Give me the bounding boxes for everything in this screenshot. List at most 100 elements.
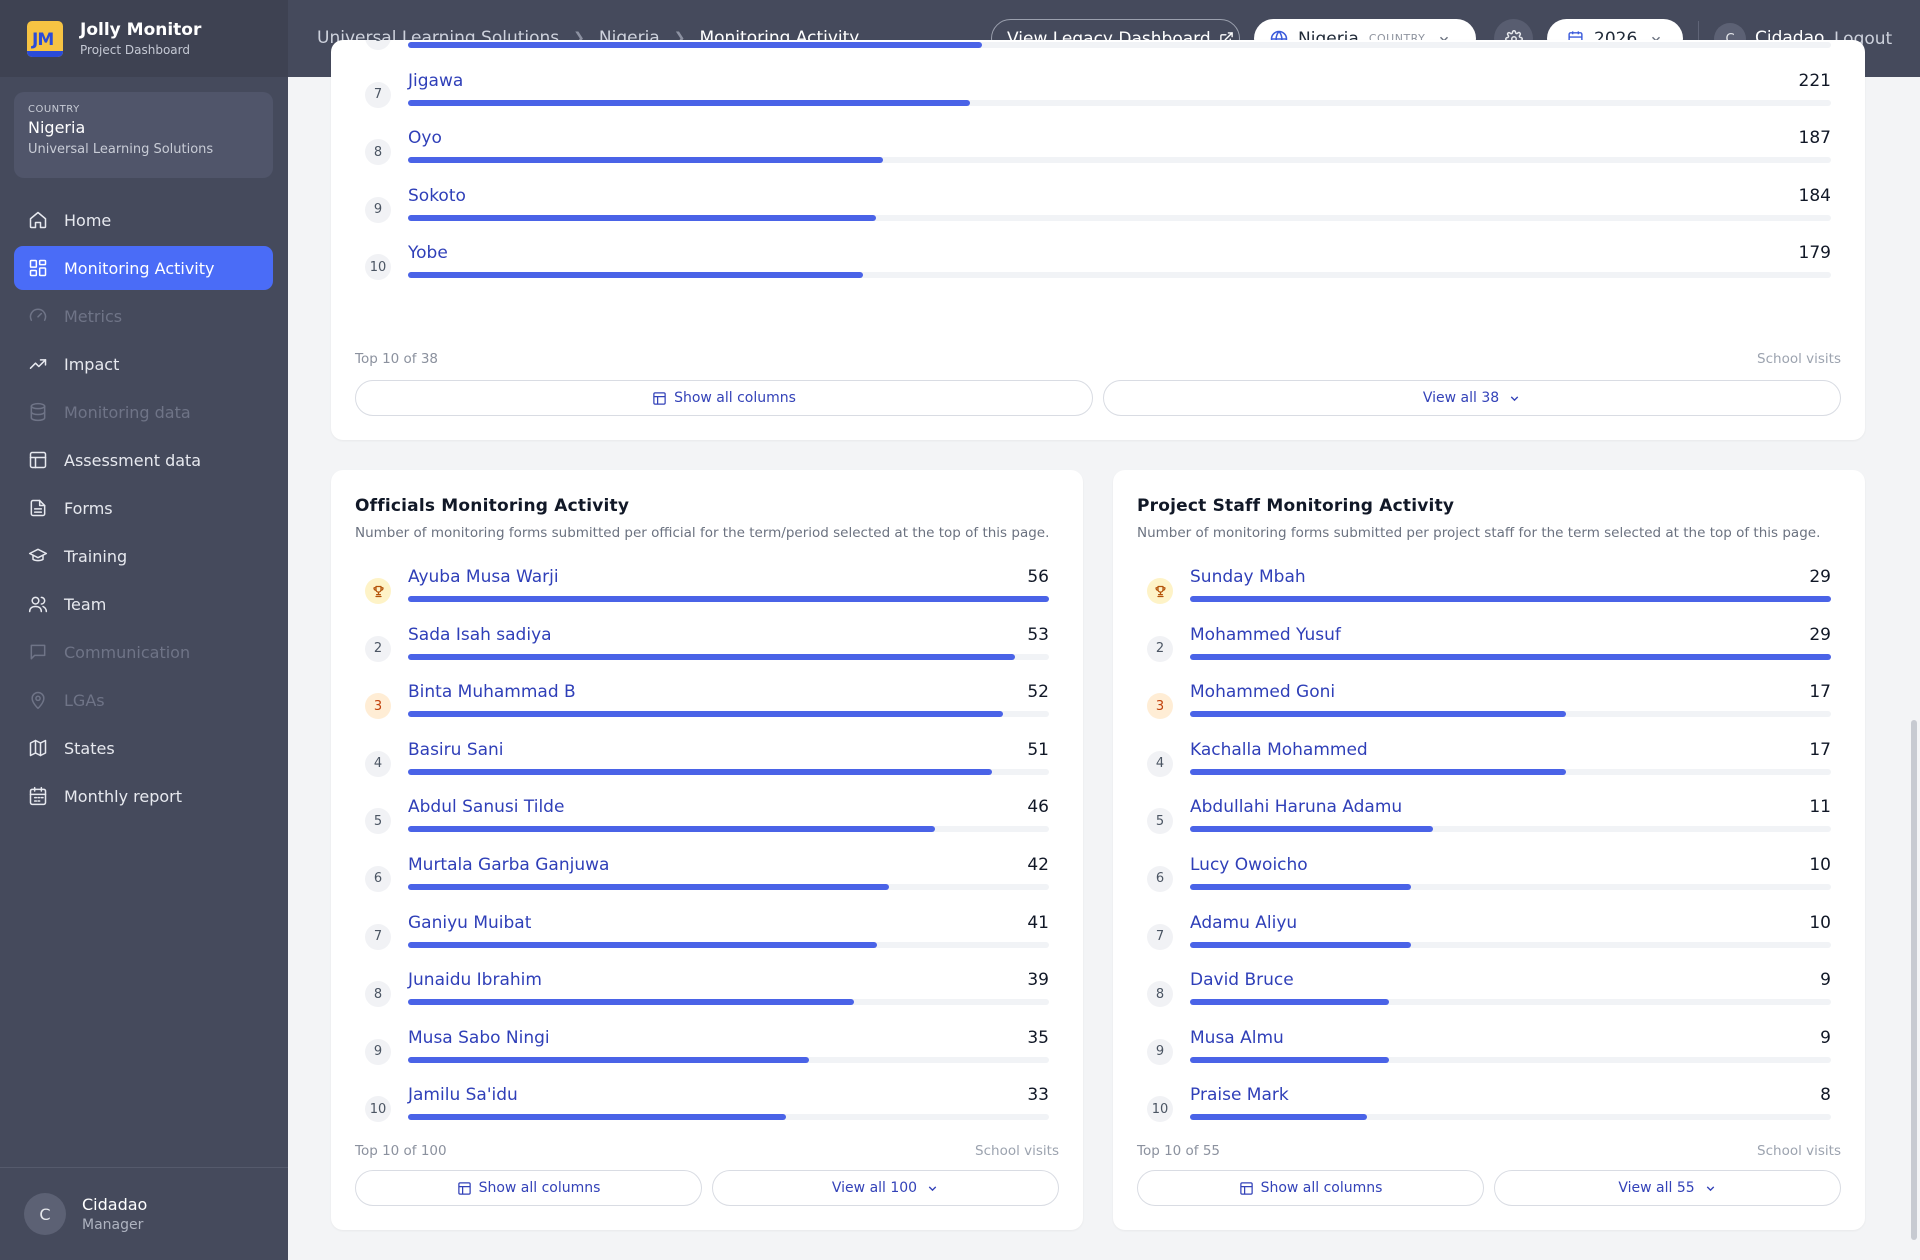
- ranking-value: 53: [1027, 624, 1049, 645]
- progress-track: [1190, 1056, 1831, 1063]
- ranking-name-link[interactable]: Jamilu Sa'idu: [408, 1085, 518, 1106]
- sidebar-item-monitoring-activity[interactable]: Monitoring Activity: [14, 246, 273, 290]
- ranking-name-link[interactable]: Praise Mark: [1190, 1085, 1289, 1106]
- officials-footer-metric: School visits: [975, 1143, 1059, 1159]
- sidebar-item-monthly-report[interactable]: Monthly report: [14, 774, 273, 818]
- ranking-name-link[interactable]: Ayuba Musa Warji: [408, 567, 559, 587]
- progress-track: [408, 157, 1831, 164]
- app-subtitle: Project Dashboard: [80, 43, 190, 57]
- rank-badge: 7: [365, 923, 391, 950]
- progress-bar-fill: [408, 941, 878, 948]
- country-card-name: Nigeria: [28, 118, 86, 137]
- progress-track: [408, 272, 1831, 279]
- states-show-columns-button[interactable]: Show all columns: [355, 380, 1093, 416]
- sidebar-item-forms[interactable]: Forms: [14, 486, 273, 530]
- progress-track: [408, 768, 1049, 775]
- sidebar-user-role: Manager: [82, 1217, 144, 1233]
- ranking-row: 2 Mohammed Yusuf 29: [1137, 625, 1841, 683]
- calendar-icon: [29, 786, 47, 806]
- ranking-name-link[interactable]: Musa Almu: [1190, 1027, 1284, 1048]
- map-pin-icon: [31, 691, 45, 710]
- ranking-name-link[interactable]: Ganiyu Muibat: [408, 912, 532, 933]
- ranking-name-link[interactable]: Sunday Mbah: [1190, 567, 1306, 587]
- rank-badge: 2: [1147, 635, 1173, 662]
- ranking-name-link[interactable]: Kachalla Mohammed: [1190, 739, 1368, 760]
- progress-track: [408, 653, 1049, 660]
- ranking-value: 52: [1027, 682, 1049, 703]
- show-columns-label: Show all columns: [674, 390, 796, 406]
- ranking-row: 9 Musa Almu 9: [1137, 1028, 1841, 1086]
- rank-badge: 9: [365, 1038, 391, 1065]
- ranking-name-link[interactable]: Musa Sabo Ningi: [408, 1027, 550, 1048]
- sidebar-item-training[interactable]: Training: [14, 534, 273, 578]
- progress-bar-fill: [408, 42, 983, 48]
- ranking-row: Ayuba Musa Warji 56: [355, 567, 1059, 625]
- gauge-icon: [29, 308, 47, 321]
- ranking-name-link[interactable]: Junaidu Ibrahim: [408, 970, 542, 991]
- map-icon: [29, 739, 47, 757]
- app-logo: JM: [27, 20, 63, 57]
- progress-track: [1190, 1114, 1831, 1121]
- ranking-name-link[interactable]: Mohammed Goni: [1190, 682, 1336, 703]
- ranking-value: 29: [1809, 567, 1831, 587]
- ranking-value: 184: [1798, 185, 1831, 206]
- sidebar-item-communication: Communication: [14, 630, 273, 674]
- ranking-row: 9 Sokoto 184: [355, 186, 1841, 244]
- ranking-name-link[interactable]: David Bruce: [1190, 970, 1294, 991]
- ranking-name-link[interactable]: Binta Muhammad B: [408, 682, 576, 703]
- staff-show-columns-button[interactable]: Show all columns: [1137, 1170, 1484, 1206]
- rank-badge: 8: [365, 139, 391, 166]
- states-view-all-button[interactable]: View all 38: [1103, 380, 1841, 416]
- ranking-name-link[interactable]: Mohammed Yusuf: [1190, 624, 1341, 645]
- progress-bar-fill: [408, 826, 935, 833]
- sidebar-item-team[interactable]: Team: [14, 582, 273, 626]
- brand[interactable]: JM Jolly Monitor Project Dashboard: [0, 0, 288, 77]
- sidebar-user[interactable]: C Cidadao Manager: [0, 1167, 288, 1260]
- ranking-name-link[interactable]: Abdul Sanusi Tilde: [408, 797, 565, 818]
- officials-view-all-button[interactable]: View all 100: [712, 1170, 1059, 1206]
- sidebar-item-home[interactable]: Home: [14, 198, 273, 242]
- staff-footer-count: Top 10 of 55: [1137, 1143, 1221, 1159]
- states-monitoring-card: 6Federal Capital Territory226 7 Jigawa 221 8…: [331, 40, 1865, 440]
- ranking-name-link[interactable]: Basiru Sani: [408, 739, 504, 760]
- states-footer-count: Top 10 of 38: [355, 351, 439, 367]
- sidebar-item-label: Impact: [64, 354, 120, 374]
- staff-monitoring-card: Project Staff Monitoring Activity Number…: [1113, 470, 1865, 1230]
- sidebar-item-label: Metrics: [64, 306, 123, 326]
- sidebar-item-label: Monthly report: [64, 786, 183, 806]
- ranking-name-link[interactable]: Adamu Aliyu: [1190, 912, 1298, 933]
- chevron-down-icon: [1510, 395, 1519, 401]
- states-ranking-list: 6Federal Capital Territory226 7 Jigawa 221 8…: [355, 40, 1841, 301]
- database-icon: [30, 402, 46, 422]
- progress-bar-fill: [408, 272, 863, 279]
- ranking-name-link[interactable]: Oyo: [408, 128, 442, 149]
- page-scrollbar[interactable]: [1911, 720, 1917, 1240]
- progress-bar-fill: [408, 214, 876, 221]
- ranking-name-link[interactable]: Lucy Owoicho: [1190, 854, 1308, 875]
- progress-bar-fill: [1190, 653, 1831, 660]
- sidebar-item-label: Training: [64, 546, 128, 566]
- rank-badge: 10: [1147, 1096, 1173, 1123]
- view-all-label: View all 100: [831, 1180, 918, 1196]
- progress-track: [408, 883, 1049, 890]
- sidebar-item-impact[interactable]: Impact: [14, 342, 273, 386]
- ranking-name-link[interactable]: Sada Isah sadiya: [408, 624, 552, 645]
- sidebar-item-label: Home: [64, 210, 112, 230]
- officials-show-columns-button[interactable]: Show all columns: [355, 1170, 702, 1206]
- ranking-row: 6Federal Capital Territory226: [355, 40, 1841, 71]
- sidebar-item-states[interactable]: States: [14, 726, 273, 770]
- progress-track: [1190, 653, 1831, 660]
- sidebar-item-monitoring-data: Monitoring data: [14, 390, 273, 434]
- ranking-name-link[interactable]: Jigawa: [408, 70, 464, 91]
- staff-view-all-button[interactable]: View all 55: [1494, 1170, 1841, 1206]
- rank-badge: 7: [365, 81, 391, 108]
- ranking-name-link[interactable]: Sokoto: [408, 185, 466, 206]
- sidebar-item-label: Monitoring data: [64, 402, 191, 422]
- sidebar-item-assessment-data[interactable]: Assessment data: [14, 438, 273, 482]
- ranking-name-link[interactable]: Murtala Garba Ganjuwa: [408, 854, 610, 875]
- ranking-name-link[interactable]: Abdullahi Haruna Adamu: [1190, 797, 1403, 818]
- chat-icon: [30, 644, 46, 660]
- ranking-name-link[interactable]: Yobe: [408, 243, 448, 264]
- sidebar-item-lgas: LGAs: [14, 678, 273, 722]
- rank-badge: 9: [365, 196, 391, 223]
